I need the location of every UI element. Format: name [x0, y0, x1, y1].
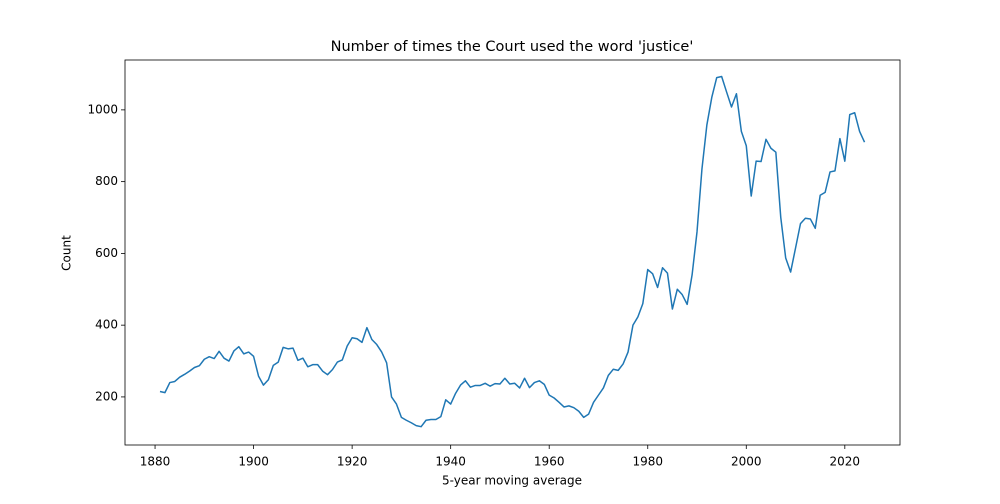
x-tick-label: 1980 — [632, 455, 663, 469]
y-tick-label: 400 — [95, 318, 118, 332]
y-tick-label: 200 — [95, 389, 118, 403]
plot-frame — [124, 59, 901, 446]
x-tick-label: 1940 — [435, 455, 466, 469]
x-tick-label: 1920 — [337, 455, 368, 469]
y-tick-label: 600 — [95, 246, 118, 260]
x-tick-label: 1900 — [238, 455, 269, 469]
y-tick-label: 800 — [95, 174, 118, 188]
x-axis-label: 5-year moving average — [442, 474, 582, 488]
y-axis-label: Count — [60, 235, 74, 271]
x-tick-label: 1880 — [140, 455, 171, 469]
x-tick-label: 1960 — [534, 455, 565, 469]
chart-title: Number of times the Court used the word … — [331, 39, 694, 55]
line-series — [159, 75, 866, 428]
x-tick-label: 2000 — [731, 455, 762, 469]
y-tick-label: 1000 — [87, 102, 118, 116]
x-tick-label: 2020 — [830, 455, 861, 469]
